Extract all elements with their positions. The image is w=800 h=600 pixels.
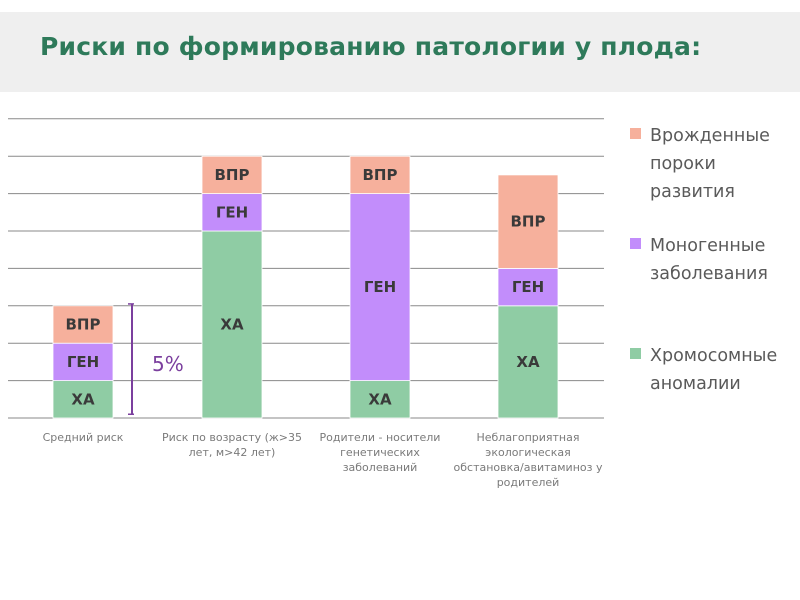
legend-label: Хромосомные аномалии (650, 342, 800, 398)
bar-label-vpr: ВПР (511, 213, 546, 231)
category-label: Родители - носители генетических заболеван… (305, 430, 455, 475)
legend-label-line: Моногенные (650, 236, 766, 256)
page-title: Риски по формированию патологии у плода: (40, 32, 702, 61)
legend-label-line: аномалии (650, 374, 741, 394)
legend-label-line: Врожденные (650, 126, 770, 146)
bar-label-gen: ГЕН (216, 203, 248, 221)
bar-label-ha: ХА (516, 353, 540, 371)
bar-label-ha: ХА (368, 390, 392, 408)
legend-label: Врожденные пороки развития (650, 122, 800, 206)
bar-gen (349, 193, 411, 382)
legend-swatch (630, 238, 641, 249)
legend-label-line: Хромосомные (650, 346, 778, 366)
bar-label-vpr: ВПР (66, 316, 101, 334)
category-label-line: заболеваний (342, 461, 418, 474)
bar-label-ha: ХА (71, 390, 95, 408)
bar-label-ha: ХА (220, 316, 244, 334)
category-label-line: лет, м>42 лет) (188, 446, 276, 459)
bar-vpr (201, 155, 263, 194)
bar-vpr (52, 305, 114, 344)
category-label-line: генетических (340, 446, 420, 459)
bar-ha (201, 230, 263, 419)
legend-label-line: пороки (650, 154, 716, 174)
bar-gen (201, 193, 263, 232)
legend-swatch (630, 348, 641, 359)
bar-vpr (349, 155, 411, 194)
legend-label-line: развития (650, 182, 735, 202)
category-label-line: экологическая (485, 446, 571, 459)
category-label-line: родителей (496, 476, 560, 489)
bar-label-gen: ГЕН (512, 278, 544, 296)
category-label-line: Средний риск (42, 431, 124, 444)
title-band (0, 12, 800, 92)
legend-label-line: заболевания (650, 264, 768, 284)
category-label-line: обстановка/авитаминоз у (453, 461, 603, 474)
bar-label-gen: ГЕН (364, 278, 396, 296)
bar-gen (497, 267, 559, 307)
category-label-line: Неблагоприятная (476, 431, 580, 444)
category-label: Риск по возрасту (ж>35 лет, м>42 лет) (157, 430, 307, 460)
legend-label: Моногенные заболевания (650, 232, 800, 288)
average-risk-annotation: 5% (152, 352, 184, 376)
bar-ha (52, 380, 114, 419)
bar-vpr (497, 174, 559, 269)
bar-label-gen: ГЕН (67, 353, 99, 371)
category-label: Неблагоприятная экологическая обстановка/а… (453, 430, 603, 490)
bar-gen (52, 342, 114, 382)
legend-swatch (630, 128, 641, 139)
bar-label-vpr: ВПР (215, 166, 250, 184)
category-label-line: Риск по возрасту (ж>35 (161, 431, 303, 444)
bar-ha (497, 305, 559, 419)
category-label: Средний риск (8, 430, 158, 445)
bar-label-vpr: ВПР (363, 166, 398, 184)
category-label-line: Родители - носители (319, 431, 441, 444)
